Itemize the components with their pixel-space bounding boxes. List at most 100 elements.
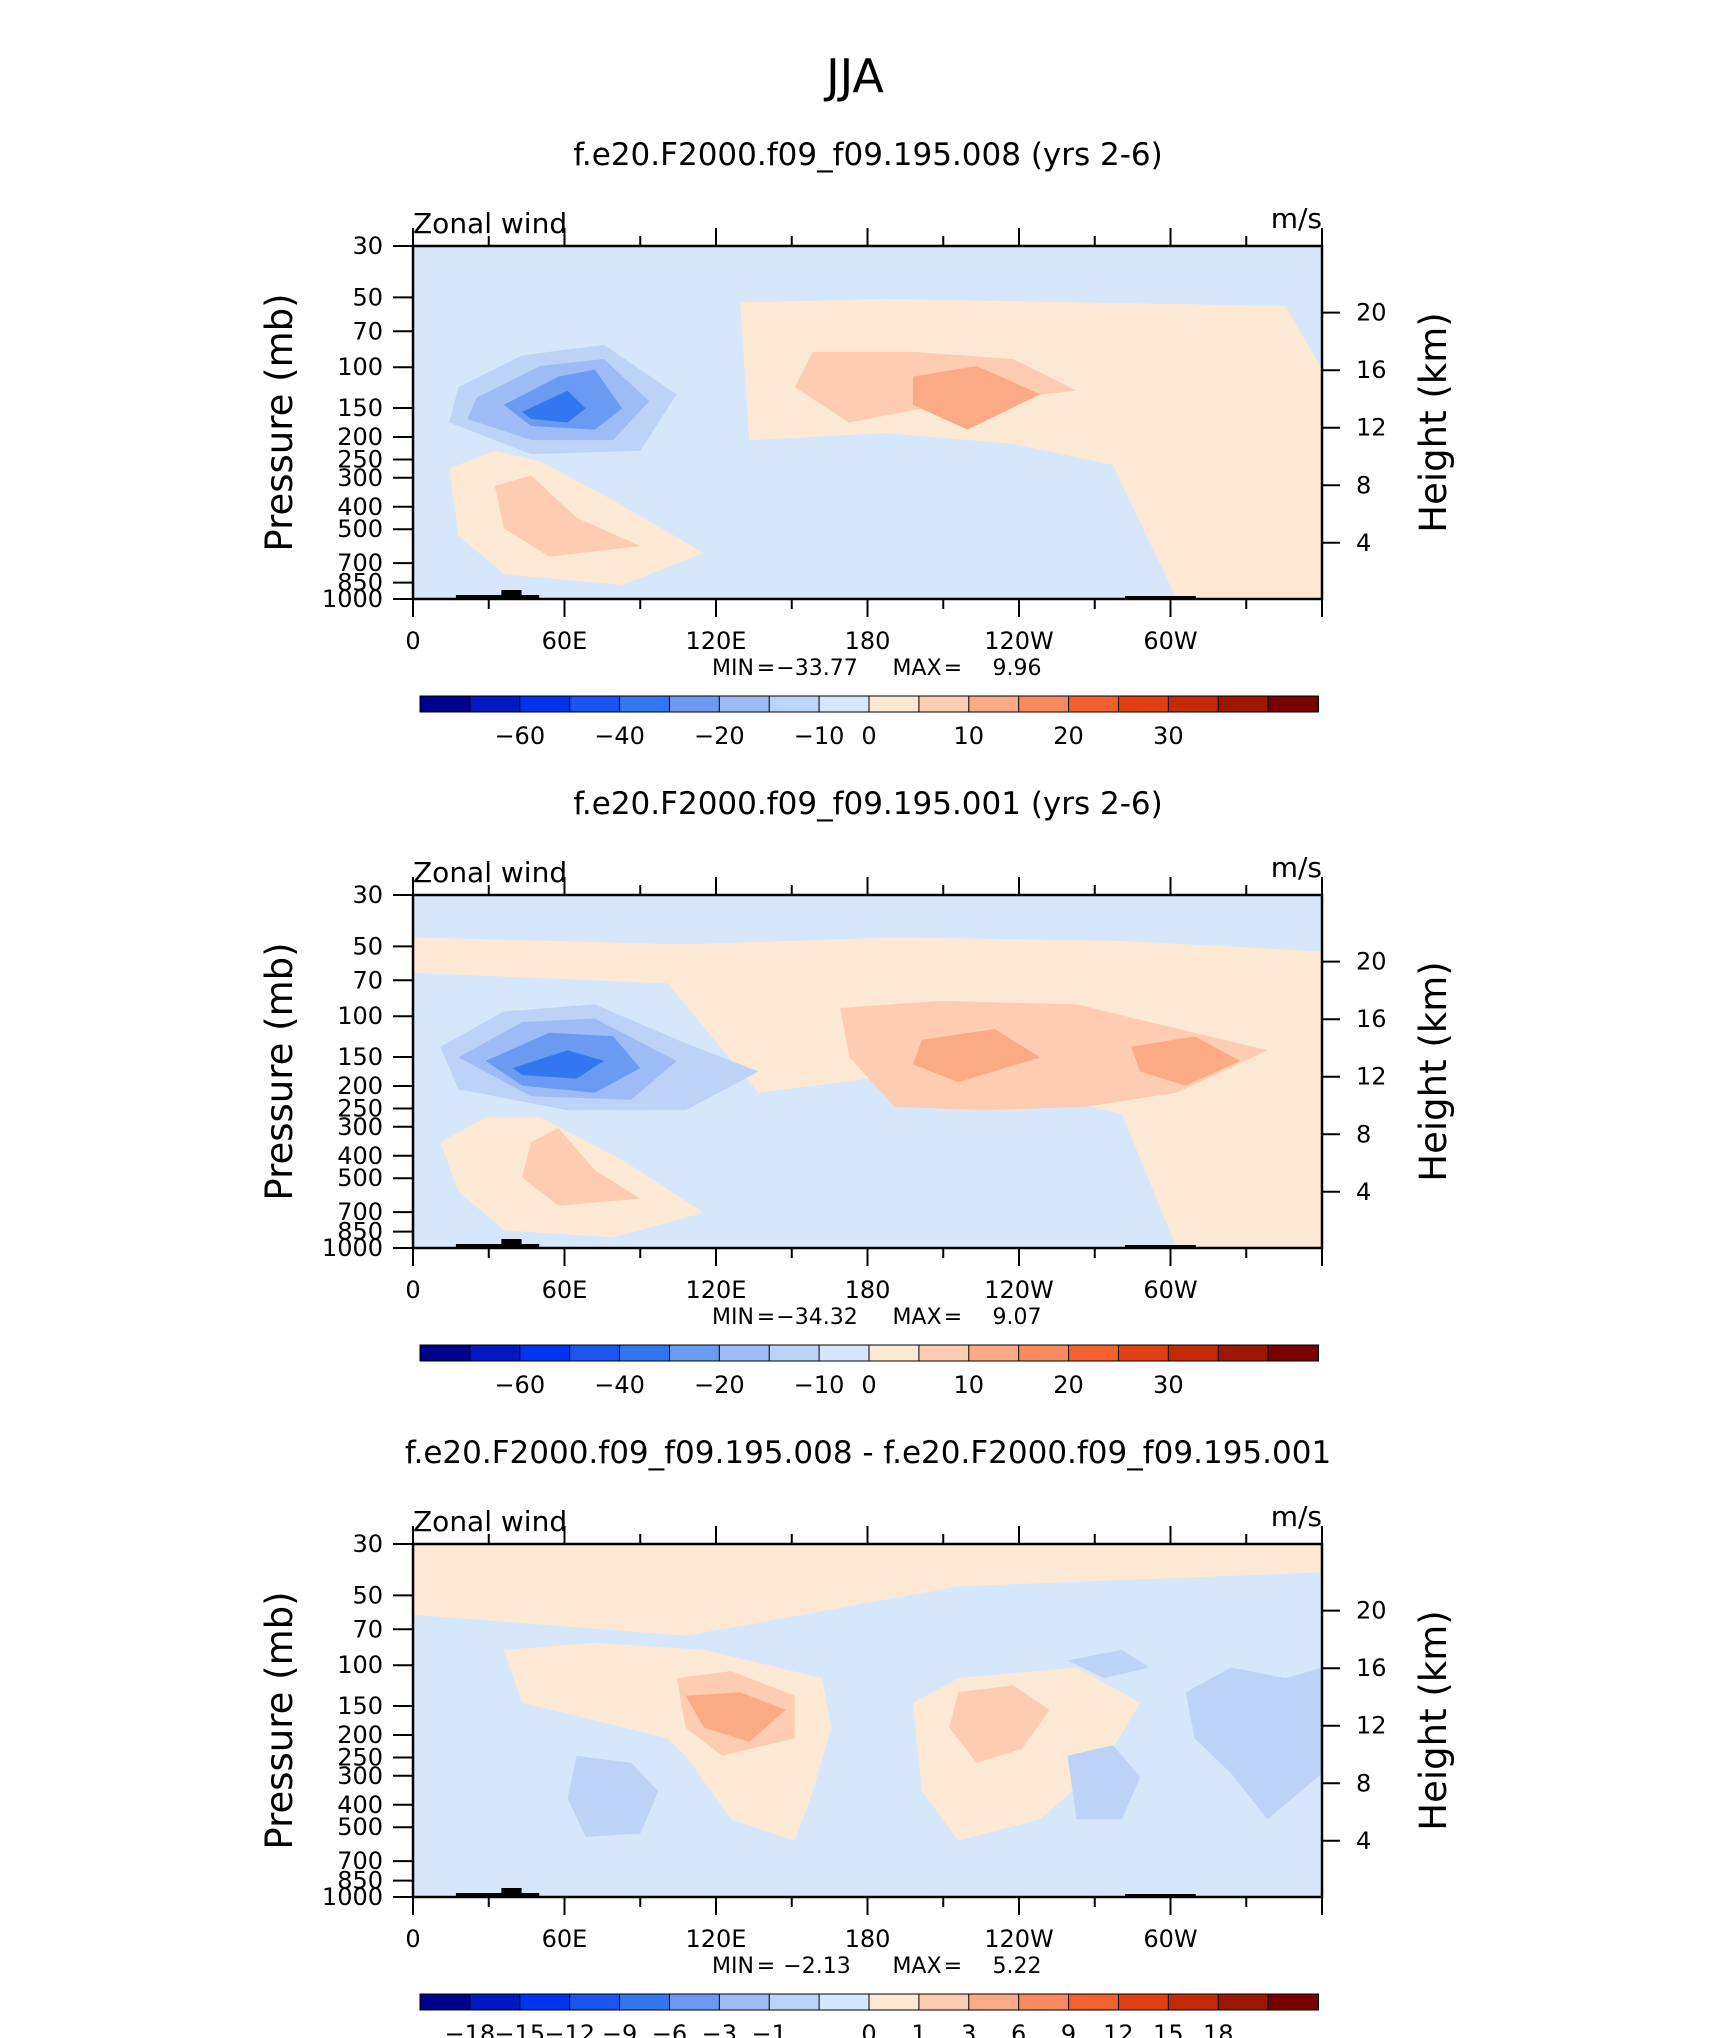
- colorbar-box: [1217, 695, 1270, 713]
- colorbar-label: −60: [494, 722, 545, 750]
- colorbar-box: [1068, 695, 1120, 713]
- colorbar-box: [1217, 1993, 1270, 2011]
- x-tick-label: 120W: [984, 1276, 1054, 1304]
- colorbar-box: [469, 1344, 521, 1362]
- colorbar-box: [419, 695, 471, 713]
- colorbar-box: [868, 1993, 920, 2011]
- panel-title: f.e20.F2000.f09_f09.195.001 (yrs 2-6): [573, 786, 1163, 822]
- colorbar-label: 6: [1011, 2020, 1026, 2038]
- colorbar-box: [818, 1344, 870, 1362]
- colorbar-label: 9: [1061, 2020, 1076, 2038]
- colorbar-box: [419, 1993, 471, 2011]
- colorbar-box: [1117, 1993, 1170, 2011]
- y-tick-label: 1000: [322, 1234, 383, 1262]
- panel-1: f.e20.F2000.f09_f09.195.008 (yrs 2-6) Zon…: [258, 137, 1455, 750]
- land-mask: [1125, 1894, 1196, 1897]
- x-tick-label: 120W: [984, 627, 1054, 655]
- colorbar-box: [918, 1344, 970, 1362]
- y-tick-label: 250: [337, 445, 383, 473]
- cold-jet-core: [513, 1050, 604, 1079]
- warm-core-east: [913, 1029, 1041, 1083]
- colorbar-box: [1167, 1344, 1220, 1362]
- y-tick-label: 700: [337, 1198, 383, 1226]
- colorbar-box: [1018, 695, 1070, 713]
- cold-region-3: [1185, 1667, 1322, 1820]
- colorbar-label: 30: [1153, 722, 1184, 750]
- max-value: 9.96: [993, 656, 1042, 681]
- y2-tick-label: 12: [1356, 414, 1387, 442]
- colorbar-label: −1: [752, 2020, 787, 2038]
- x-tick-label: 120E: [686, 1276, 747, 1304]
- y-tick-label: 50: [352, 932, 383, 960]
- x-tick-label: 60W: [1143, 627, 1197, 655]
- figure-title: JJA: [823, 49, 884, 103]
- colorbar-box: [1117, 1344, 1170, 1362]
- y-tick-label: 100: [337, 1651, 383, 1679]
- x-tick-label: 60E: [542, 1925, 588, 1953]
- colorbar-label: 20: [1053, 1371, 1084, 1399]
- colorbar-box: [419, 1344, 471, 1362]
- y-tick-label: 1000: [322, 585, 383, 613]
- colorbar-box: [768, 1993, 821, 2011]
- colorbar-box: [1267, 1993, 1319, 2011]
- colorbar-box: [718, 1993, 771, 2011]
- y-tick-label: 500: [337, 515, 383, 543]
- colorbar-box: [1167, 695, 1220, 713]
- left-string: Zonal wind: [413, 207, 567, 240]
- colorbar-label: 30: [1153, 1371, 1184, 1399]
- colorbar-label: 20: [1053, 722, 1084, 750]
- max-label: MAX: [892, 1954, 941, 1979]
- colorbar-box: [569, 695, 621, 713]
- colorbar-box: [619, 1993, 671, 2011]
- y-tick-label: 200: [337, 1072, 383, 1100]
- y-tick-label: 500: [337, 1164, 383, 1192]
- colorbar-box: [918, 1993, 970, 2011]
- x-tick-label: 180: [845, 627, 891, 655]
- colorbar-box: [569, 1993, 621, 2011]
- panel-3: f.e20.F2000.f09_f09.195.008 - f.e20.F200…: [258, 1435, 1455, 2038]
- min-equals: =: [757, 1305, 775, 1330]
- colorbar-label: −10: [794, 722, 845, 750]
- y-tick-label: 100: [337, 1002, 383, 1030]
- y2-tick-label: 12: [1356, 1712, 1387, 1740]
- colorbar-box: [868, 695, 920, 713]
- y2-tick-label: 16: [1356, 356, 1387, 384]
- y-tick-label: 150: [337, 394, 383, 422]
- x-tick-label: 60E: [542, 627, 588, 655]
- max-equals: =: [944, 656, 962, 681]
- colorbar-box: [469, 695, 521, 713]
- y-tick-label: 30: [352, 881, 383, 909]
- colorbar-label: 0: [861, 1371, 876, 1399]
- y2-tick-label: 20: [1356, 299, 1387, 327]
- y-tick-label: 850: [337, 1218, 383, 1246]
- y-tick-label: 500: [337, 1813, 383, 1841]
- colorbar-label: 10: [954, 722, 985, 750]
- colorbar-box: [768, 1344, 821, 1362]
- warm-core-east-2: [1131, 1036, 1241, 1086]
- land-mask: [501, 590, 522, 599]
- colorbar-box: [718, 1344, 771, 1362]
- min-value: −2.13: [783, 1954, 850, 1979]
- colorbar-box: [519, 1344, 571, 1362]
- y2-axis-label: Height (km): [1412, 312, 1455, 532]
- y-tick-label: 250: [337, 1743, 383, 1771]
- colorbar-box: [1167, 1993, 1220, 2011]
- panel-2: f.e20.F2000.f09_f09.195.001 (yrs 2-6) Zon…: [258, 786, 1455, 1399]
- land-mask: [455, 1893, 540, 1897]
- y2-tick-label: 4: [1356, 1178, 1371, 1206]
- colorbar-label: −3: [702, 2020, 737, 2038]
- warm-core-east-outer: [840, 1000, 1268, 1111]
- colorbar-box: [868, 1344, 920, 1362]
- right-string: m/s: [1271, 202, 1322, 235]
- panel-title: f.e20.F2000.f09_f09.195.008 - f.e20.F200…: [405, 1435, 1331, 1471]
- y2-axis-label: Height (km): [1412, 1610, 1455, 1830]
- y-tick-label: 300: [337, 1113, 383, 1141]
- colorbar-label: −20: [694, 722, 745, 750]
- cold-jet-core: [522, 390, 586, 423]
- colorbar-label: −10: [794, 1371, 845, 1399]
- colorbar-box: [1217, 1344, 1270, 1362]
- colorbar-label: −60: [494, 1371, 545, 1399]
- y-tick-label: 100: [337, 353, 383, 381]
- cold-region-4: [1067, 1649, 1150, 1679]
